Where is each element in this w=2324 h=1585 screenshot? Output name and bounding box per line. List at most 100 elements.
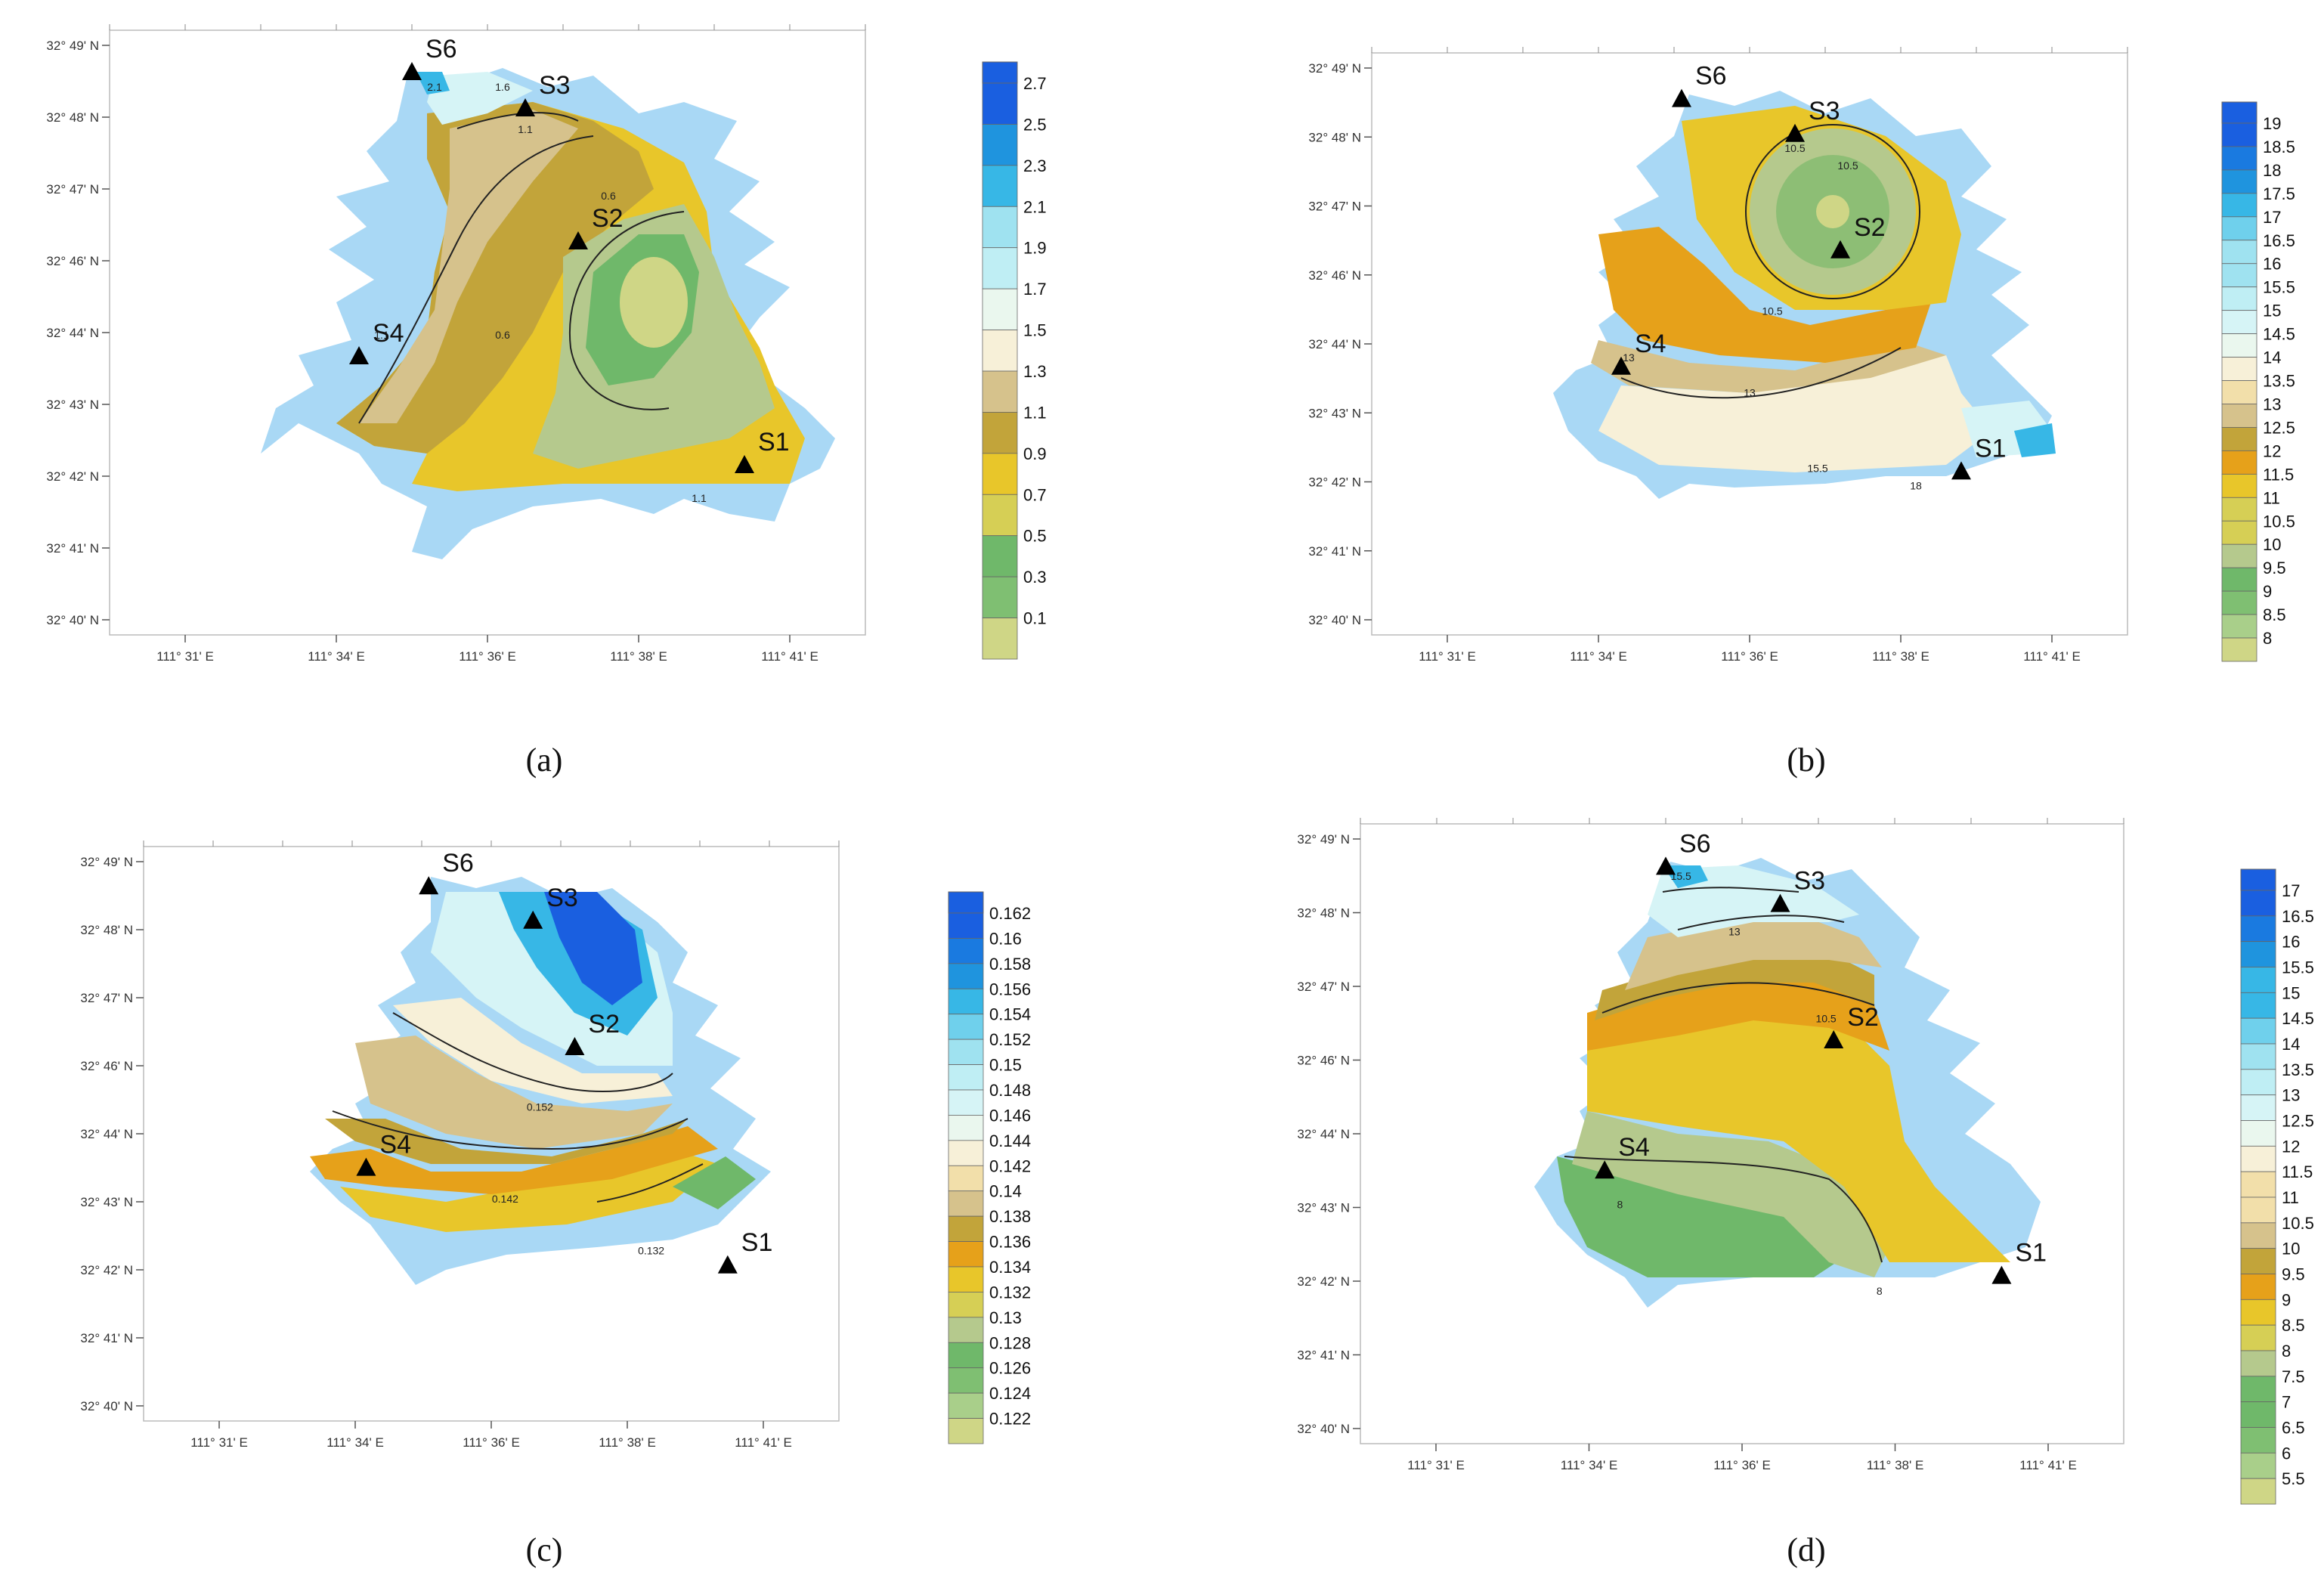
colorbar-label: 2.7 [1023, 74, 1047, 93]
colorbar-label: 8.5 [2282, 1316, 2305, 1335]
lon-tick-label: 111° 38' E [599, 1435, 656, 1450]
lon-tick-label: 111° 36' E [1713, 1458, 1771, 1472]
contour-fill-olive [1598, 227, 1931, 363]
lon-tick-label: 111° 34' E [1570, 649, 1627, 664]
colorbar-label: 0.13 [989, 1308, 1022, 1327]
site-marker-s2 [568, 231, 588, 249]
colorbar-label: 12 [2282, 1137, 2300, 1156]
colorbar-swatch [982, 412, 1018, 454]
colorbar-label: 8.5 [2263, 605, 2286, 624]
colorbar-label: 1.1 [1023, 403, 1047, 422]
colorbar-swatch [982, 494, 1018, 537]
site-label-s4: S4 [373, 319, 404, 348]
panel-c: 32° 49' N 32° 48' N 32° 47' N 32° 46' N 32° … [80, 840, 840, 1450]
lon-tick-label: 111° 41' E [2023, 649, 2081, 664]
contour-labels: 2.1 1.6 1.1 0.6 0.6 1.1 1.1 [374, 81, 707, 504]
contour-label: 0.132 [638, 1245, 664, 1257]
contour-fill-tan [355, 1036, 673, 1149]
colorbar-swatch [948, 1089, 984, 1116]
colorbar-swatch [948, 1039, 984, 1065]
lon-tick-label: 111° 41' E [2019, 1458, 2077, 1472]
contour-fill-blue [1663, 865, 1708, 888]
site-label-s1: S1 [1975, 434, 2007, 463]
colorbar-label: 7 [2282, 1393, 2291, 1412]
colorbar-swatch [948, 1241, 984, 1268]
contour-fill-cream [393, 998, 673, 1104]
site-label-s2: S2 [592, 204, 624, 233]
colorbar-label: 0.152 [989, 1030, 1031, 1049]
colorbar-swatch [982, 618, 1018, 660]
colorbar-swatch [2221, 122, 2257, 147]
colorbar-label: 9.5 [2282, 1265, 2305, 1284]
site-label-s1: S1 [2015, 1239, 2047, 1268]
lon-tick-label: 111° 34' E [326, 1435, 384, 1450]
contour-label: 0.142 [492, 1193, 518, 1205]
colorbar-swatch [948, 1115, 984, 1141]
colorbar-label: 11 [2263, 488, 2280, 507]
contour-label: 1.1 [518, 123, 533, 135]
colorbar-label: 12.5 [2282, 1112, 2314, 1131]
site-label-s6: S6 [1695, 62, 1727, 91]
site-marker-s3 [1770, 893, 1790, 912]
lat-tick-label: 32° 43' N [1308, 406, 1361, 420]
colorbar-swatch [2240, 941, 2276, 967]
lat-tick-label: 32° 48' N [46, 110, 99, 125]
lat-tick-label: 32° 46' N [80, 1059, 133, 1073]
site-label-s1: S1 [741, 1228, 773, 1257]
lat-tick-label: 32° 44' N [46, 326, 99, 340]
site-label-s3: S3 [1809, 97, 1840, 125]
colorbar-swatch [2240, 1120, 2276, 1147]
colorbar-swatch [2240, 1043, 2276, 1070]
lon-tick-label: 111° 34' E [308, 649, 365, 664]
contour-label: 8 [1617, 1198, 1623, 1210]
site-marker-s1 [735, 455, 754, 473]
colorbar-label: 1.3 [1023, 362, 1047, 381]
contour-label: 0.6 [601, 190, 616, 202]
site-label-s2: S2 [1847, 1003, 1879, 1032]
colorbar-label: 0.1 [1023, 609, 1047, 628]
lat-tick-label: 32° 41' N [1308, 544, 1361, 559]
sites: S6 S3 S2 S4 S1 [356, 849, 772, 1274]
colorbar-swatch [2221, 614, 2257, 639]
lon-tick-label: 111° 34' E [1561, 1458, 1618, 1472]
colorbar-swatch [2221, 543, 2257, 568]
colorbar-label: 17 [2282, 881, 2300, 900]
contour-label: 0.6 [495, 329, 510, 341]
colorbar-swatch [982, 82, 1018, 125]
contour-label: 10.5 [1762, 305, 1782, 317]
site-marker-s6 [1656, 856, 1676, 875]
contour-fill-tan [359, 110, 578, 423]
caption-c: (c) [526, 1531, 563, 1568]
contour-label: 1.6 [495, 81, 510, 93]
colorbar-label: 8 [2282, 1342, 2291, 1361]
colorbar-swatch [2240, 1017, 2276, 1045]
lat-tick-label: 32° 43' N [46, 398, 99, 412]
colorbar-swatch [2240, 890, 2276, 917]
colorbar-swatch [948, 938, 984, 964]
site-marker-s3 [523, 910, 543, 929]
colorbar-label: 17 [2263, 208, 2281, 227]
colorbar-label: 11 [2282, 1188, 2299, 1207]
contour-line [1620, 347, 1902, 399]
site-label-s4: S4 [379, 1131, 411, 1159]
colorbar-swatch [2221, 497, 2257, 522]
colorbar-swatch [948, 1215, 984, 1242]
colorbar-label: 13.5 [2263, 372, 2295, 391]
lon-axis: 111° 31' E 111° 34' E 111° 36' E 111° 38' E… [1360, 818, 2124, 1472]
colorbar-label: 0.132 [989, 1283, 1031, 1302]
caption-a: (a) [526, 741, 563, 779]
site-marker-s4 [356, 1157, 376, 1176]
colorbar-swatch [948, 1292, 984, 1318]
site-label-s3: S3 [539, 71, 571, 100]
lon-tick-label: 111° 31' E [190, 1435, 248, 1450]
colorbar-swatch [2240, 1478, 2276, 1505]
colorbar-label: 16.5 [2263, 231, 2295, 250]
colorbar-label: 16 [2263, 255, 2281, 274]
colorbar-label: 0.138 [989, 1207, 1031, 1226]
contour-fill-blue [544, 892, 642, 1005]
colorbar-label: 9.5 [2263, 559, 2286, 577]
site-marker-s1 [1991, 1265, 2012, 1284]
colorbar-label: 0.154 [989, 1005, 1031, 1024]
contour-label: 0.152 [527, 1101, 553, 1113]
colorbar-label: 0.5 [1023, 527, 1047, 546]
